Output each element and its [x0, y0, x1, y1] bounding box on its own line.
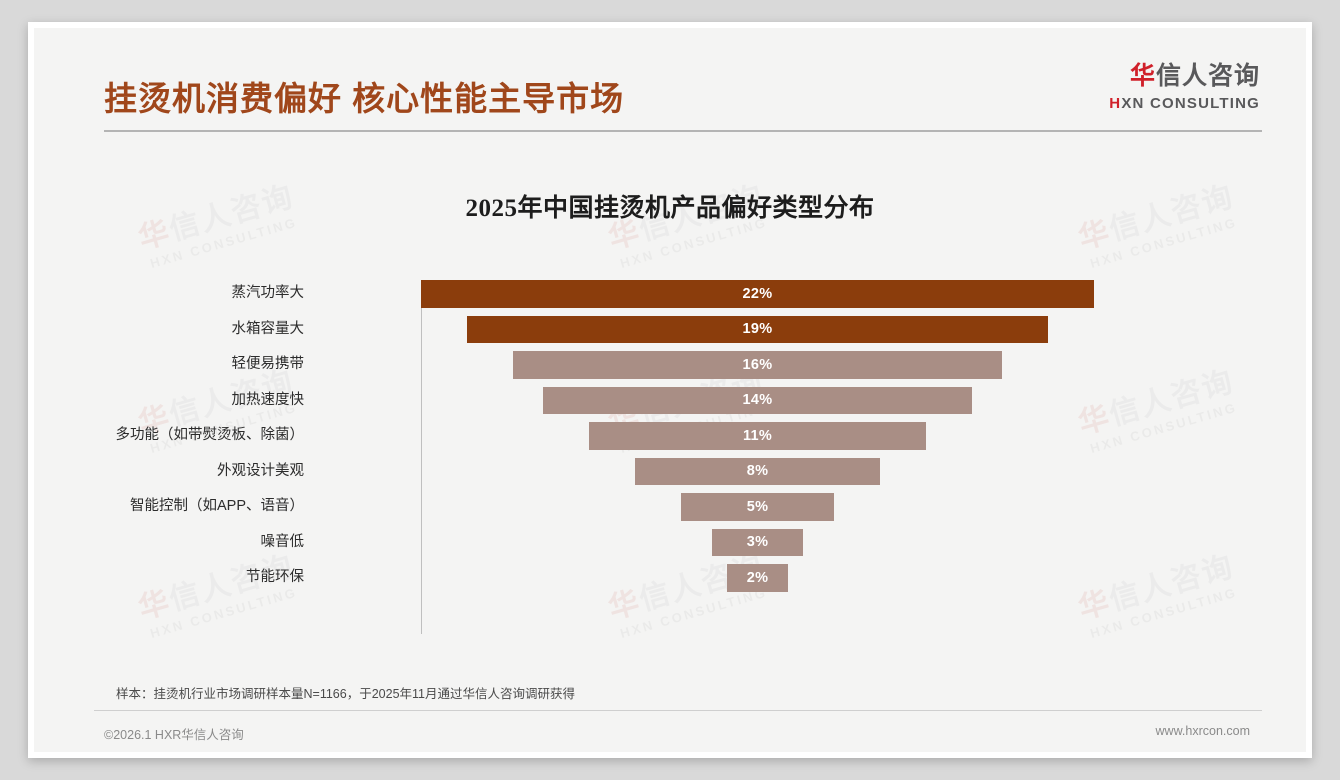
bar-value-label: 2%	[746, 569, 769, 586]
category-label: 节能环保	[246, 569, 304, 585]
bar-value-label: 16%	[742, 356, 773, 373]
bar-track: 22%	[34, 280, 1306, 308]
category-label: 加热速度快	[231, 391, 305, 408]
chart-bar-row: 噪音低 3%	[34, 525, 1306, 561]
bar-value-label: 22%	[742, 285, 773, 302]
slide-footer: ©2026.1 HXR华信人咨询 www.hxrcon.com	[34, 718, 1306, 752]
chart-bars-container: 蒸汽功率大 22% 水箱容量大 19% 轻便易携带 16% 加热速度快 14% 多功能（如带熨烫…	[34, 276, 1306, 596]
chart-title: 2025年中国挂烫机产品偏好类型分布	[465, 195, 875, 222]
bar-value-label: 8%	[746, 463, 769, 480]
chart-bar-row: 轻便易携带 16%	[34, 347, 1306, 383]
chart-axis-line	[421, 290, 422, 634]
bar-value-label: 19%	[742, 321, 773, 338]
logo-cn-rest: 信人咨询	[1155, 62, 1260, 90]
bar-segment[interactable]: 2%	[726, 564, 789, 592]
logo-en-rest: XN CONSULTING	[1121, 95, 1260, 112]
bar-segment[interactable]: 3%	[711, 528, 804, 556]
bar-segment[interactable]: 5%	[681, 493, 834, 521]
bar-track: 2%	[34, 564, 1306, 592]
bar-value-label: 14%	[742, 392, 773, 409]
page-title: 挂烫机消费偏好 核心性能主导市场	[104, 80, 625, 117]
bar-track: 19%	[34, 315, 1306, 343]
logo-english-text: HXN CONSULTING	[1109, 96, 1260, 111]
bar-track: 5%	[34, 493, 1306, 521]
bar-value-label: 3%	[746, 534, 769, 551]
company-logo: 华信人咨询 HXN CONSULTING	[1109, 64, 1260, 112]
category-label: 外观设计美观	[217, 462, 304, 479]
website-url[interactable]: www.hxrcon.com	[1155, 724, 1250, 738]
slide-frame: 华信人咨询 HXN CONSULTING 华信人咨询 HXN CONSULTING 华信…	[28, 22, 1312, 758]
category-label: 噪音低	[260, 533, 305, 550]
category-label: 智能控制（如APP、语音）	[129, 498, 304, 514]
footer-divider	[94, 710, 1262, 711]
funnel-chart: 蒸汽功率大 22% 水箱容量大 19% 轻便易携带 16% 加热速度快 14% 多功能（如带熨烫…	[34, 276, 1306, 646]
bar-segment[interactable]: 19%	[466, 315, 1049, 343]
logo-chinese-text: 华信人咨询	[1109, 64, 1260, 89]
category-label: 轻便易携带	[231, 356, 305, 372]
chart-bar-row: 智能控制（如APP、语音） 5%	[34, 489, 1306, 525]
logo-cn-red-char: 华	[1129, 62, 1156, 90]
chart-bar-row: 节能环保 2%	[34, 560, 1306, 596]
bar-track: 14%	[34, 386, 1306, 414]
bar-track: 16%	[34, 351, 1306, 379]
bar-segment[interactable]: 16%	[512, 351, 1003, 379]
chart-bar-row: 蒸汽功率大 22%	[34, 276, 1306, 312]
bar-segment[interactable]: 22%	[421, 280, 1094, 308]
bar-track: 8%	[34, 457, 1306, 485]
category-label: 水箱容量大	[231, 320, 305, 337]
chart-footnote: 样本：挂烫机行业市场调研样本量N=1166，于2025年11月通过华信人咨询调研…	[116, 687, 575, 701]
bar-segment[interactable]: 8%	[635, 457, 880, 485]
category-label: 蒸汽功率大	[231, 285, 305, 301]
chart-bar-row: 水箱容量大 19%	[34, 312, 1306, 348]
slide-header: 挂烫机消费偏好 核心性能主导市场 华信人咨询 HXN CONSULTING	[34, 28, 1306, 140]
bar-track: 3%	[34, 528, 1306, 556]
bar-segment[interactable]: 14%	[543, 386, 972, 414]
slide-canvas: 华信人咨询 HXN CONSULTING 华信人咨询 HXN CONSULTING 华信…	[34, 28, 1306, 752]
bar-value-label: 5%	[746, 498, 769, 515]
header-divider	[104, 130, 1262, 132]
bar-segment[interactable]: 11%	[589, 422, 926, 450]
bar-track: 11%	[34, 422, 1306, 450]
chart-bar-row: 加热速度快 14%	[34, 383, 1306, 419]
copyright-text: ©2026.1 HXR华信人咨询	[104, 728, 244, 742]
chart-bar-row: 多功能（如带熨烫板、除菌） 11%	[34, 418, 1306, 454]
bar-value-label: 11%	[742, 427, 773, 444]
logo-en-red-char: H	[1109, 95, 1122, 112]
category-label: 多功能（如带熨烫板、除菌）	[115, 427, 305, 443]
chart-bar-row: 外观设计美观 8%	[34, 454, 1306, 490]
